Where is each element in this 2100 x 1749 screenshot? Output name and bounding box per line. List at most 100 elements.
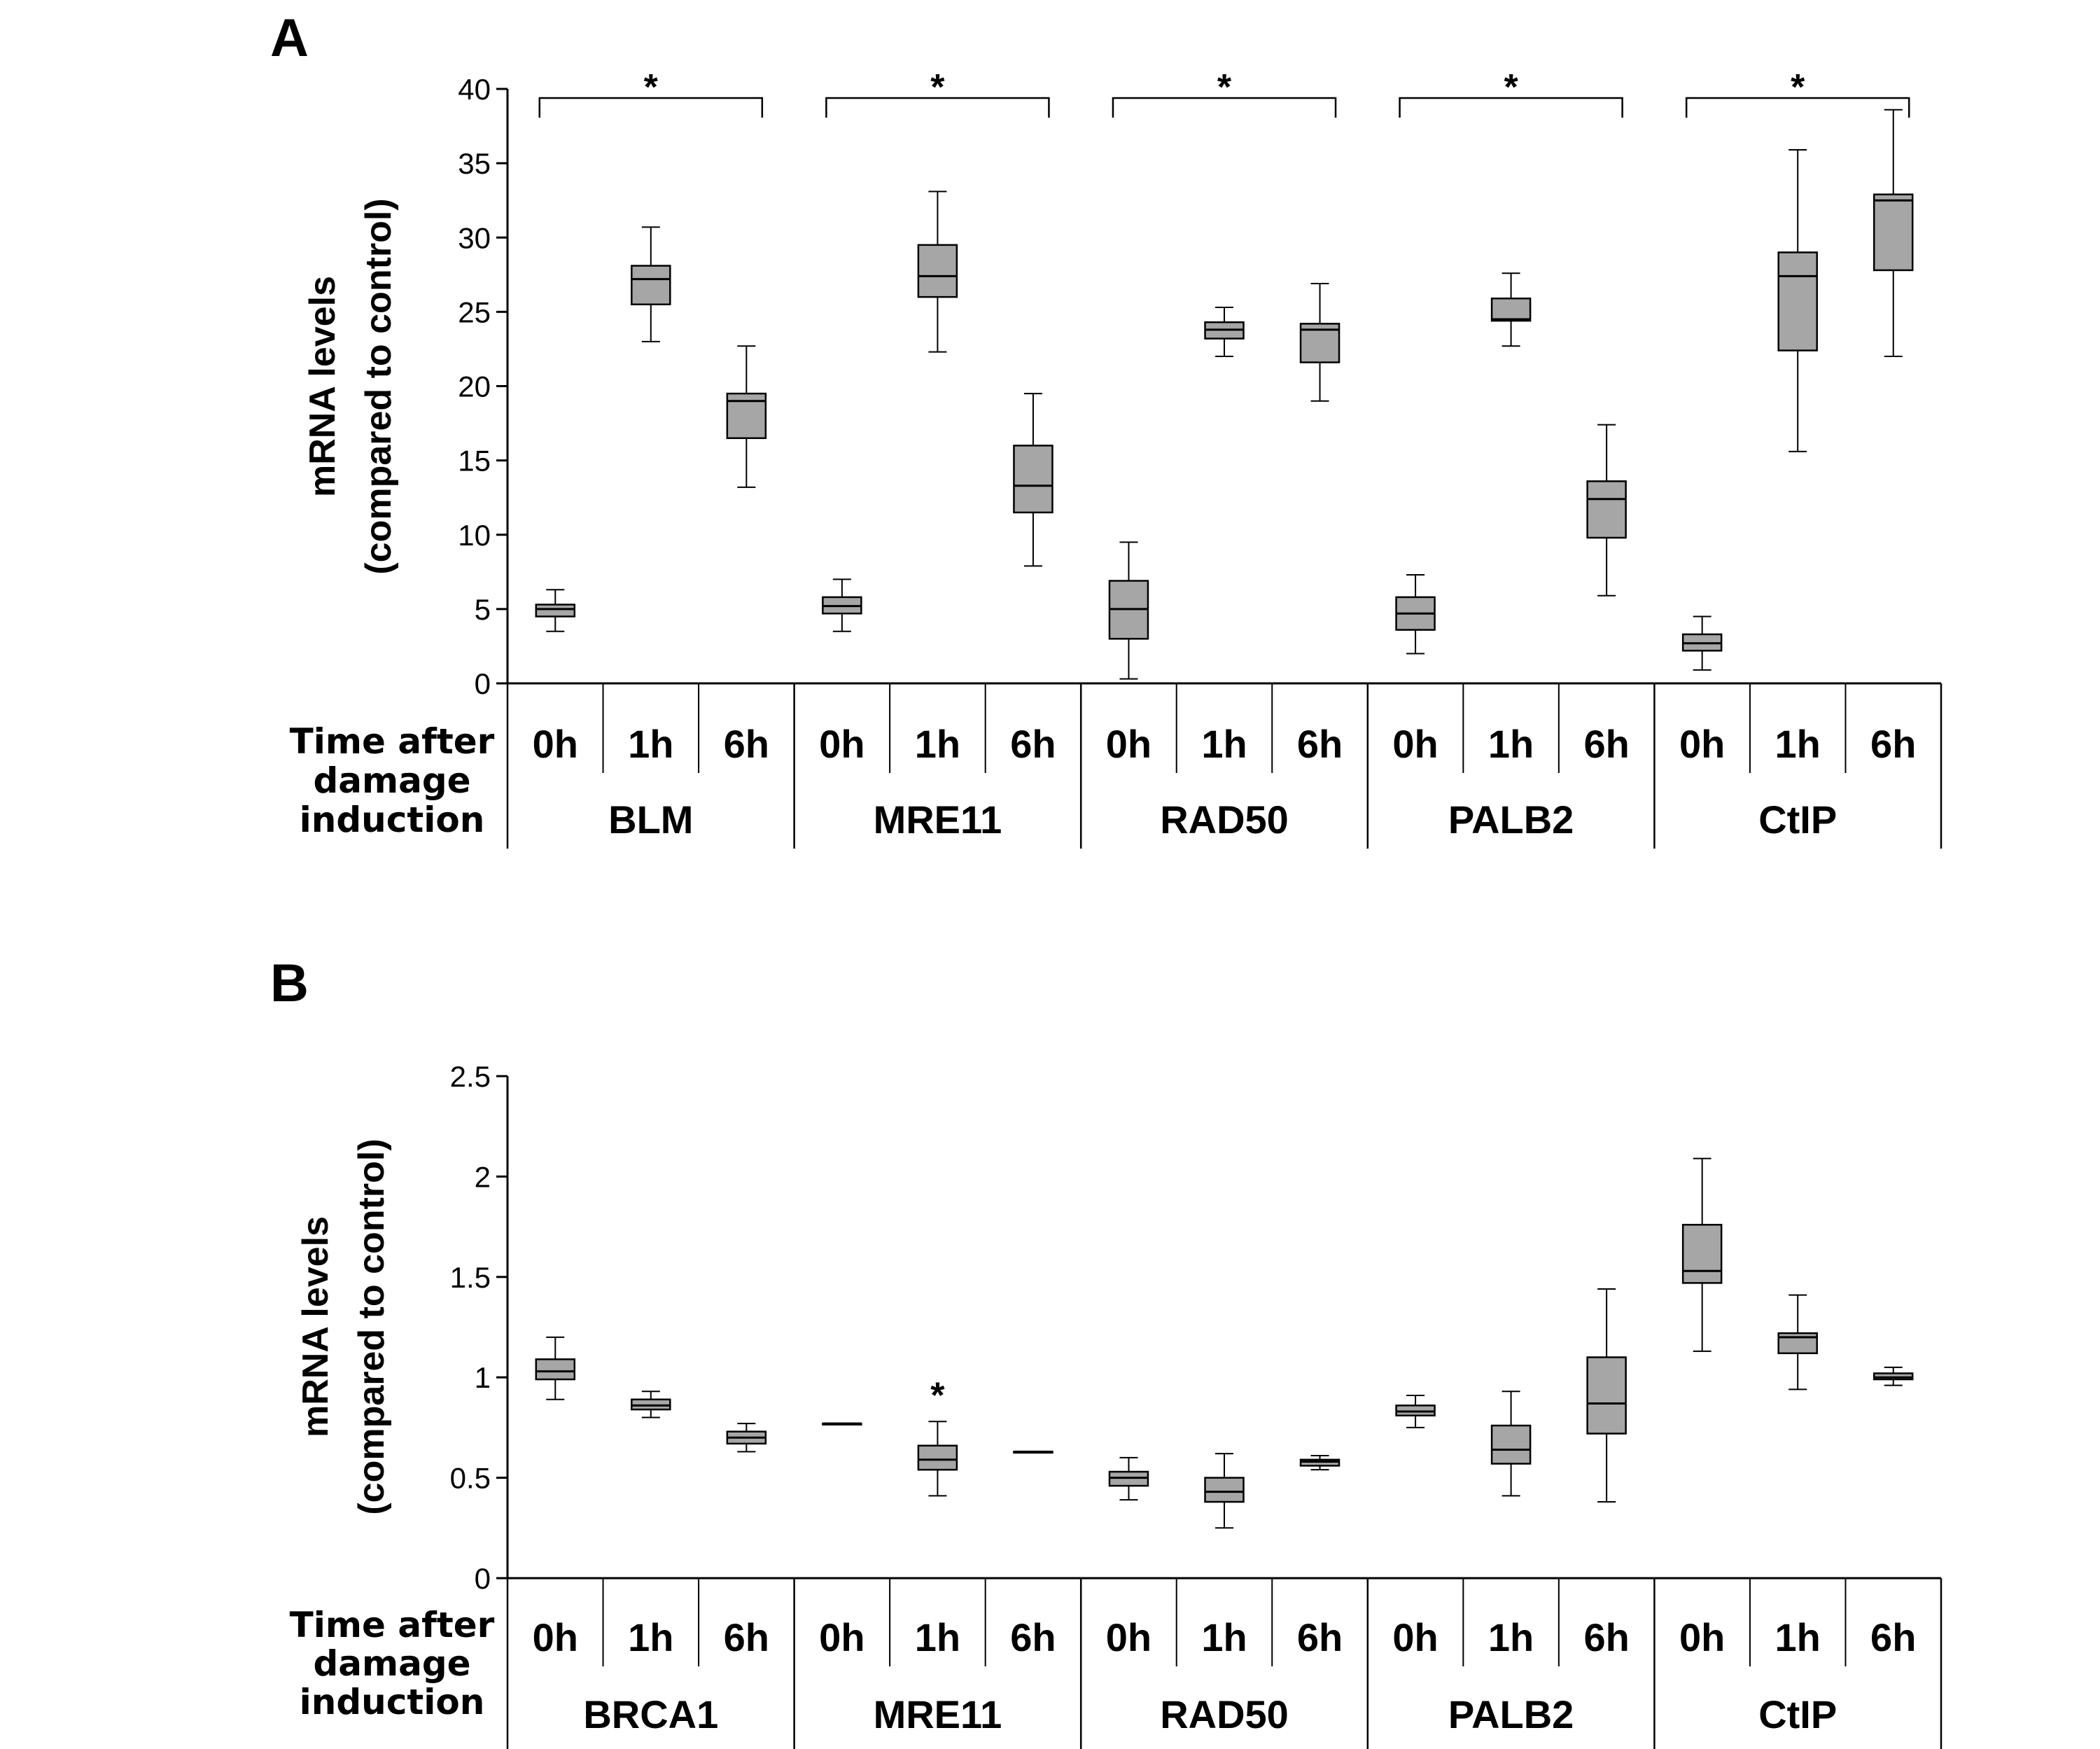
time-label: 1h [628, 722, 673, 766]
box-MRE11-1h: * [917, 1375, 958, 1497]
time-label: 6h [1297, 722, 1343, 766]
box [1586, 1356, 1627, 1435]
time-label: 1h [1201, 722, 1247, 766]
time-label: 1h [1488, 1615, 1534, 1659]
box-CtIP-0h [1681, 1157, 1723, 1352]
box-BLM-1h [631, 226, 671, 342]
box [1204, 1477, 1245, 1503]
time-label: 1h [1775, 1615, 1821, 1659]
box-BRCA1-6h [726, 1423, 767, 1453]
box [1777, 251, 1818, 351]
y-tick-label: 40 [458, 73, 491, 106]
time-label: 1h [915, 1615, 960, 1659]
y-tick-label: 25 [458, 295, 491, 328]
y-tick-label: 5 [475, 593, 491, 626]
row-title: Time after [290, 1605, 495, 1645]
box-BRCA1-1h [631, 1391, 671, 1419]
y-tick-label: 1.5 [450, 1261, 491, 1294]
box [917, 244, 958, 298]
gene-label: PALB2 [1448, 1692, 1574, 1736]
time-label: 0h [1392, 1615, 1438, 1659]
box [1490, 1424, 1532, 1465]
box-RAD50-6h [1299, 1455, 1340, 1471]
box-BLM-6h [726, 345, 767, 488]
time-label: 6h [724, 722, 769, 766]
box-CtIP-1h [1777, 1294, 1818, 1391]
gene-label: BLM [608, 797, 693, 842]
significance-bracket [1112, 97, 1337, 118]
time-label: 6h [1010, 1615, 1056, 1659]
box-PALB2-6h [1586, 1288, 1627, 1503]
box-MRE11-0h [822, 578, 862, 632]
y-axis-label: (compared to control) [358, 198, 399, 574]
time-label: 0h [533, 1615, 578, 1659]
gene-label: RAD50 [1160, 1692, 1289, 1736]
box-CtIP-6h [1872, 109, 1914, 358]
box-CtIP-0h [1681, 615, 1723, 671]
box-RAD50-1h [1204, 307, 1245, 358]
y-axis-label: mRNA levels [302, 276, 343, 497]
y-axis-label: mRNA levels [295, 1216, 336, 1437]
significance-star: * [644, 67, 659, 108]
box-MRE11-1h [917, 190, 958, 353]
row-title: damage [313, 1643, 470, 1684]
y-tick-label: 30 [458, 221, 491, 254]
box-RAD50-0h [1108, 541, 1149, 680]
significance-bracket [1399, 97, 1623, 118]
box-RAD50-6h [1299, 283, 1340, 402]
time-label: 1h [1775, 722, 1821, 766]
significance-bracket [1685, 97, 1910, 118]
panel-b: B 0 0.5 1 1.5 2 2.5 mRNA levels (compared to con… [270, 954, 1942, 1749]
box [1872, 193, 1914, 272]
time-label: 6h [1010, 722, 1056, 766]
y-tick-label: 35 [458, 147, 491, 180]
box [1586, 480, 1627, 539]
time-label: 6h [724, 1615, 769, 1659]
time-label: 1h [915, 722, 960, 766]
time-label: 0h [533, 722, 578, 766]
gene-label: CtIP [1758, 797, 1837, 842]
y-tick-label: 2 [475, 1160, 491, 1193]
significance-bracket [538, 97, 764, 118]
box-PALB2-0h [1395, 574, 1436, 655]
box-MRE11-0h [822, 1422, 862, 1426]
gene-label: PALB2 [1448, 797, 1574, 842]
time-label: 1h [628, 1615, 673, 1659]
time-label: 6h [1583, 1615, 1629, 1659]
box-RAD50-0h [1108, 1456, 1149, 1501]
y-tick-label: 20 [458, 370, 491, 403]
box [1490, 298, 1532, 322]
significance-star: * [930, 1375, 945, 1416]
y-axis-label: (compared to control) [351, 1138, 392, 1514]
time-label: 0h [1392, 722, 1438, 766]
significance-star: * [930, 67, 945, 108]
gene-label: BRCA1 [583, 1692, 718, 1736]
y-tick-label: 2.5 [450, 1060, 491, 1093]
box [535, 1358, 576, 1381]
gene-label: RAD50 [1160, 797, 1289, 842]
time-label: 0h [1106, 1615, 1152, 1659]
box [917, 1444, 958, 1471]
row-title: damage [313, 760, 470, 801]
time-label: 0h [1679, 722, 1725, 766]
panel-label: B [270, 954, 309, 1013]
significance-star: * [1791, 67, 1805, 108]
box-BRCA1-0h [535, 1336, 576, 1400]
box [1013, 445, 1054, 514]
y-tick-label: 0.5 [450, 1462, 491, 1495]
y-tick-label: 10 [458, 519, 491, 552]
significance-star: * [1504, 67, 1518, 108]
y-tick-label: 1 [475, 1361, 491, 1394]
box-PALB2-0h [1395, 1395, 1436, 1428]
gene-label: MRE11 [874, 1692, 1002, 1736]
box-MRE11-6h [1013, 1450, 1054, 1454]
box [1681, 1223, 1723, 1284]
y-tick-label: 0 [475, 1562, 491, 1595]
row-title: Time after [290, 721, 495, 762]
time-label: 6h [1870, 1615, 1916, 1659]
gene-label: MRE11 [874, 797, 1002, 842]
significance-bracket [825, 97, 1050, 118]
y-tick-label: 0 [475, 667, 491, 700]
row-title: induction [300, 1682, 485, 1722]
